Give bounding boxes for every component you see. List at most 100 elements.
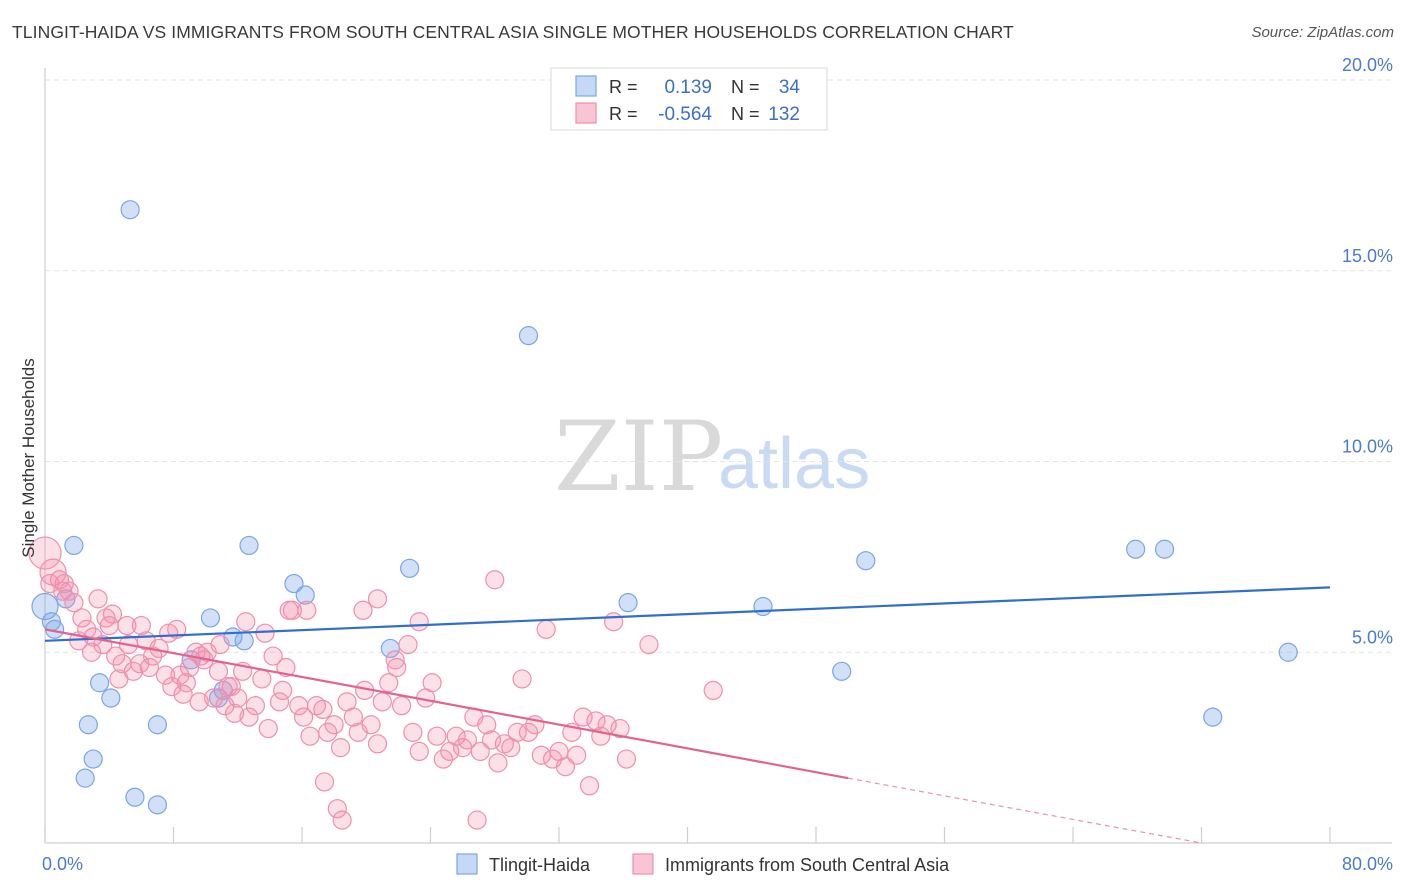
trend-line-tlingit-haida: [44, 586, 1331, 642]
point-south-central-asia: [512, 669, 532, 689]
point-south-central-asia: [131, 615, 151, 636]
bottom-legend-swatch-pink: [632, 853, 654, 875]
watermark-zip: ZIP: [554, 401, 723, 513]
point-tlingit-haida: [101, 688, 121, 708]
point-south-central-asia: [204, 688, 224, 708]
point-tlingit-haida: [832, 661, 852, 681]
point-south-central-asia: [485, 570, 505, 590]
point-south-central-asia: [446, 726, 466, 746]
legend-n-value-blue: 34: [779, 77, 801, 98]
point-south-central-asia: [391, 696, 412, 716]
point-south-central-asia: [403, 722, 423, 742]
point-south-central-asia: [314, 772, 335, 792]
point-south-central-asia: [586, 711, 606, 731]
point-south-central-asia: [297, 600, 317, 620]
point-south-central-asia: [59, 581, 79, 601]
point-tlingit-haida: [41, 612, 62, 632]
point-south-central-asia: [367, 734, 388, 754]
point-south-central-asia: [258, 718, 278, 739]
point-tlingit-haida: [1154, 539, 1175, 559]
point-tlingit-haida: [284, 573, 304, 594]
point-south-central-asia: [218, 676, 238, 697]
bottom-legend-label-pink: Immigrants from South Central Asia: [665, 855, 950, 875]
point-south-central-asia: [269, 692, 290, 712]
axes: [44, 68, 1392, 844]
point-south-central-asia: [313, 699, 333, 720]
point-south-central-asia: [117, 615, 137, 636]
point-south-central-asia: [457, 730, 478, 750]
point-south-central-asia: [481, 730, 502, 750]
point-south-central-asia: [387, 657, 407, 678]
point-south-central-asia: [579, 776, 600, 796]
point-tlingit-haida: [120, 200, 140, 220]
point-south-central-asia: [507, 722, 527, 742]
point-south-central-asia: [610, 718, 630, 739]
point-south-central-asia: [330, 738, 351, 758]
trend-line-south-central-asia: [44, 628, 849, 780]
point-south-central-asia: [567, 745, 587, 765]
x-tick-label: 0.0%: [42, 854, 83, 874]
legend-r-label-blue: R =: [609, 77, 638, 97]
point-south-central-asia: [39, 558, 67, 586]
point-south-central-asia: [159, 623, 179, 643]
point-south-central-asia: [353, 600, 373, 620]
legend-r-label-pink: R =: [609, 104, 638, 124]
point-south-central-asia: [300, 726, 320, 746]
point-south-central-asia: [372, 692, 392, 712]
legend-swatch-blue: [575, 75, 597, 97]
point-south-central-asia: [573, 707, 593, 727]
point-south-central-asia: [143, 646, 163, 666]
point-south-central-asia: [106, 646, 126, 666]
legend-swatch-pink: [575, 102, 597, 124]
point-south-central-asia: [88, 589, 108, 609]
point-south-central-asia: [477, 715, 497, 735]
point-south-central-asia: [343, 707, 363, 727]
point-tlingit-haida: [200, 608, 221, 628]
point-south-central-asia: [276, 657, 296, 678]
point-south-central-asia: [294, 707, 314, 727]
legend-n-label-pink: N =: [731, 104, 760, 124]
point-south-central-asia: [470, 741, 490, 762]
point-south-central-asia: [72, 608, 92, 628]
point-south-central-asia: [64, 593, 84, 613]
point-tlingit-haida: [64, 535, 84, 556]
point-tlingit-haida: [1278, 642, 1298, 662]
point-tlingit-haida: [400, 558, 420, 578]
point-south-central-asia: [604, 612, 624, 632]
point-south-central-asia: [40, 573, 60, 594]
point-tlingit-haida: [856, 551, 876, 571]
point-tlingit-haida: [147, 795, 168, 815]
watermark: ZIP atlas: [554, 401, 870, 513]
point-south-central-asia: [518, 722, 539, 742]
point-tlingit-haida: [618, 593, 638, 613]
x-tick-label: 80.0%: [1342, 854, 1393, 874]
trend-line-south-central-asia-extension: [848, 777, 1202, 844]
point-south-central-asia: [616, 749, 637, 769]
point-south-central-asia: [224, 703, 245, 723]
point-south-central-asia: [176, 673, 196, 693]
point-south-central-asia: [422, 673, 442, 693]
series-immigrants-south-central-asia: [28, 536, 723, 830]
bottom-legend: Tlingit-Haida Immigrants from South Cent…: [456, 853, 950, 875]
point-south-central-asia: [173, 684, 193, 704]
point-south-central-asia: [170, 665, 190, 685]
point-south-central-asia: [324, 715, 344, 735]
point-south-central-asia: [427, 726, 447, 746]
trend-lines: [44, 586, 1331, 844]
point-south-central-asia: [318, 722, 338, 742]
point-south-central-asia: [252, 669, 272, 689]
point-south-central-asia: [332, 810, 352, 830]
watermark-atlas: atlas: [718, 424, 870, 504]
y-tick-label: 10.0%: [1342, 437, 1393, 457]
point-south-central-asia: [245, 696, 266, 716]
point-south-central-asia: [639, 635, 659, 655]
point-tlingit-haida: [518, 326, 539, 346]
point-south-central-asia: [109, 669, 129, 689]
point-south-central-asia: [239, 707, 259, 727]
y-axis-label: Single Mother Households: [19, 358, 38, 557]
point-tlingit-haida: [239, 535, 259, 556]
point-south-central-asia: [236, 612, 256, 632]
y-tick-label: 5.0%: [1352, 627, 1393, 647]
point-south-central-asia: [703, 680, 723, 701]
